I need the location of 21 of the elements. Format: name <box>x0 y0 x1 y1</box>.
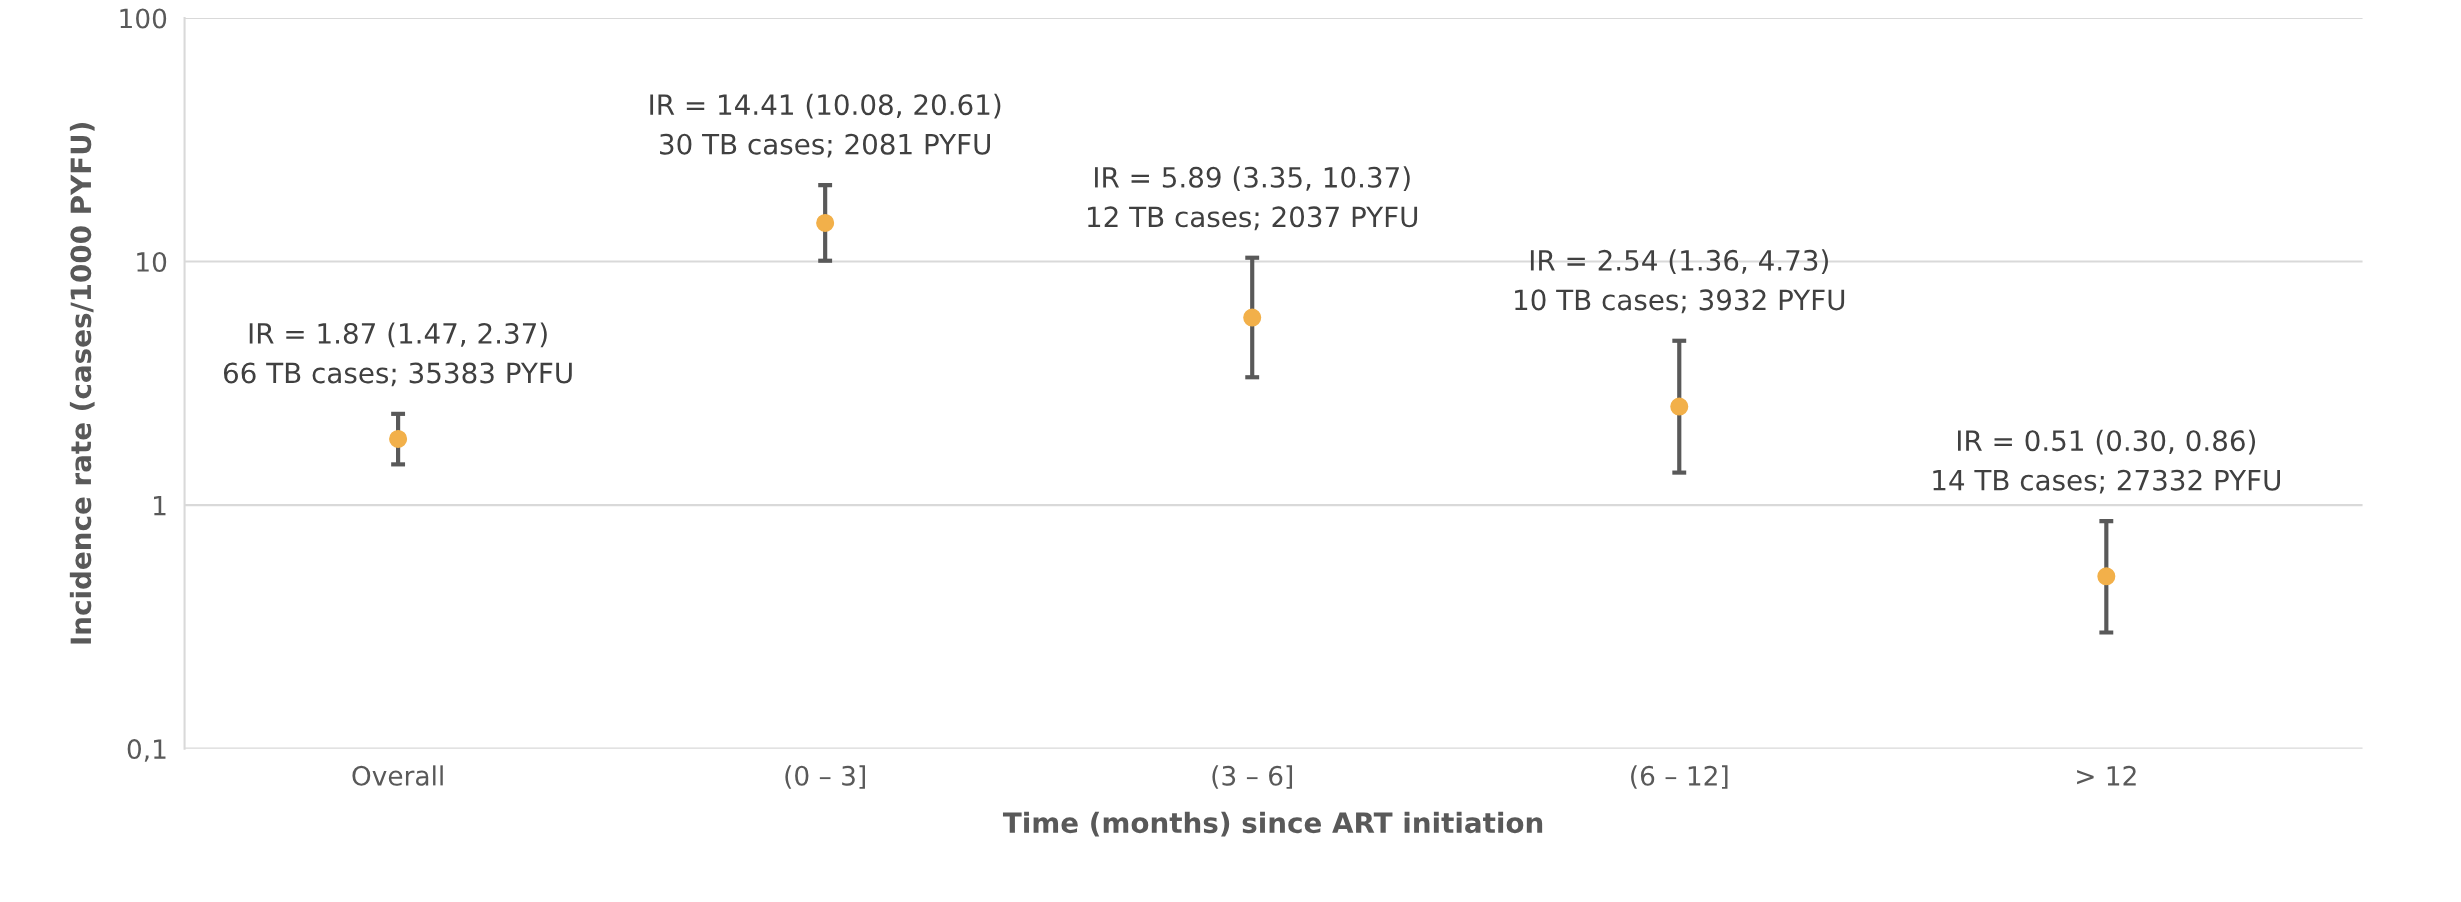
y-tick-label: 0,1 <box>127 739 166 762</box>
annotation: IR = 5.89 (3.35, 10.37) 12 TB cases; 2037 PYFU <box>1088 166 1418 231</box>
annotation: IR = 0.51 (0.30, 0.86) 14 TB cases; 27332 PYFU <box>1933 429 2280 494</box>
y-tick-label: 1 <box>154 495 166 516</box>
point <box>2097 567 2116 586</box>
point <box>1670 397 1689 416</box>
x-tick-label: (0 – 3] <box>785 765 865 789</box>
y-tick-label: 100 <box>120 8 167 29</box>
x-axis-title: Time (months) since ART initiation <box>1002 811 1543 837</box>
annotation: IR = 2.54 (1.36, 4.73) 10 TB cases; 3932 PYFU <box>1515 249 1845 314</box>
y-axis-title: Incidence rate (cases/1000 PYFU) <box>69 123 95 644</box>
x-tick-label: (3 – 6] <box>1212 765 1293 789</box>
annotation: IR = 14.41 (10.08, 20.61) 30 TB cases; 2081 PYFU <box>650 93 1001 158</box>
y-tick-label: 10 <box>137 252 167 272</box>
x-tick-label: (6 – 12] <box>1631 765 1728 789</box>
point <box>389 429 408 448</box>
point <box>816 213 835 232</box>
x-tick-label: Overall <box>352 765 443 786</box>
x-tick-label: > 12 <box>2077 765 2136 786</box>
annotation: IR = 1.87 (1.47, 2.37) 66 TB cases; 35383 PYFU <box>223 322 572 387</box>
point <box>1243 308 1262 327</box>
